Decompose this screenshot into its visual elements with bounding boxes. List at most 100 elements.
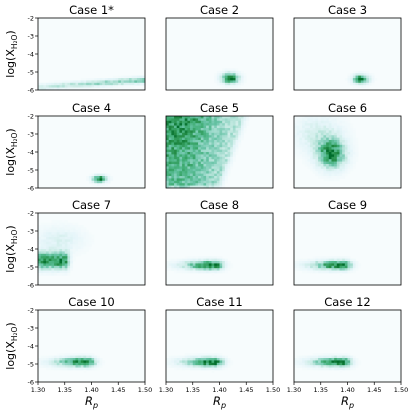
density-cell	[350, 149, 354, 153]
density-cell	[94, 178, 98, 182]
density-cell	[339, 265, 343, 269]
density-cell	[171, 265, 175, 269]
density-cell	[299, 156, 303, 160]
density-cell	[184, 258, 188, 262]
density-cell	[227, 142, 231, 146]
density-cell	[240, 70, 244, 74]
density-cell	[224, 80, 228, 84]
density-cell	[203, 178, 207, 182]
density-cell	[168, 171, 172, 174]
density-cell	[99, 80, 103, 84]
density-cell	[176, 176, 180, 179]
density-cell	[75, 229, 79, 233]
density-cell	[214, 161, 218, 165]
density-cell	[78, 239, 82, 243]
density-cell	[227, 365, 231, 368]
density-cell	[328, 164, 332, 167]
density-cell	[59, 229, 63, 233]
density-cell	[166, 132, 169, 136]
density-cell	[294, 358, 297, 361]
density-cell	[195, 263, 199, 267]
density-cell	[323, 152, 327, 155]
density-cell	[198, 140, 202, 143]
density-cell	[214, 130, 218, 134]
density-cell	[192, 135, 196, 138]
density-cell	[70, 365, 74, 368]
density-cell	[203, 149, 207, 153]
density-cell	[182, 152, 186, 155]
density-cell	[320, 173, 324, 177]
density-cell	[323, 123, 327, 126]
density-cell	[179, 185, 183, 189]
density-cell	[227, 140, 231, 143]
density-cell	[96, 180, 100, 184]
density-cell	[326, 140, 330, 143]
density-cell	[67, 256, 71, 259]
density-cell	[182, 137, 186, 141]
density-cell	[326, 258, 330, 262]
density-cell	[344, 258, 348, 262]
density-cell	[227, 123, 231, 126]
density-cell	[211, 171, 215, 174]
density-cell	[83, 237, 87, 240]
density-cell	[78, 227, 82, 231]
density-cell	[64, 256, 68, 259]
density-cell	[182, 149, 186, 153]
density-cell	[214, 78, 218, 81]
density-cell	[70, 82, 74, 86]
density-cell	[318, 261, 322, 264]
density-cell	[347, 161, 351, 165]
density-cell	[331, 166, 335, 170]
density-cell	[64, 232, 68, 235]
density-cell	[187, 268, 191, 271]
density-cell	[315, 270, 319, 274]
density-cell	[176, 362, 180, 366]
density-cell	[219, 125, 223, 129]
density-cell	[51, 227, 55, 231]
density-cell	[56, 256, 60, 259]
density-cell	[83, 370, 87, 373]
density-cell	[184, 353, 188, 356]
density-cell	[355, 154, 359, 158]
x-tick-label: 1.35	[314, 386, 328, 394]
density-cell	[304, 128, 308, 131]
density-cell	[302, 268, 305, 271]
density-cell	[184, 180, 188, 184]
density-cell	[307, 147, 311, 150]
density-cell	[331, 358, 335, 361]
density-cell	[312, 140, 316, 143]
density-cell	[344, 256, 348, 259]
density-cell	[80, 87, 84, 91]
density-cell	[342, 360, 346, 364]
density-cell	[339, 147, 343, 150]
density-cell	[214, 171, 218, 174]
y-axis-label: log(XH₂O)	[4, 225, 19, 272]
density-cell	[184, 171, 188, 174]
density-cell	[80, 232, 84, 235]
density-cell	[323, 178, 327, 182]
density-cell	[83, 82, 87, 86]
density-cell	[118, 80, 122, 84]
density-cell	[219, 263, 223, 267]
density-cell	[315, 358, 319, 361]
density-cell	[352, 147, 356, 150]
density-cell	[366, 78, 370, 81]
density-cell	[80, 362, 84, 366]
density-cell	[310, 161, 314, 165]
density-cell	[296, 268, 300, 271]
density-cell	[328, 256, 332, 259]
density-cell	[38, 87, 41, 91]
density-cell	[326, 171, 330, 174]
density-cell	[315, 256, 319, 259]
density-cell	[99, 360, 103, 364]
density-cell	[67, 239, 71, 243]
density-cell	[232, 152, 236, 155]
panel-frame	[293, 17, 402, 91]
density-cell	[54, 261, 58, 264]
density-cell	[299, 118, 303, 122]
density-cell	[339, 123, 343, 126]
density-cell	[182, 130, 186, 134]
density-cell	[214, 360, 218, 364]
density-cell	[171, 360, 175, 364]
density-cell	[198, 270, 202, 274]
